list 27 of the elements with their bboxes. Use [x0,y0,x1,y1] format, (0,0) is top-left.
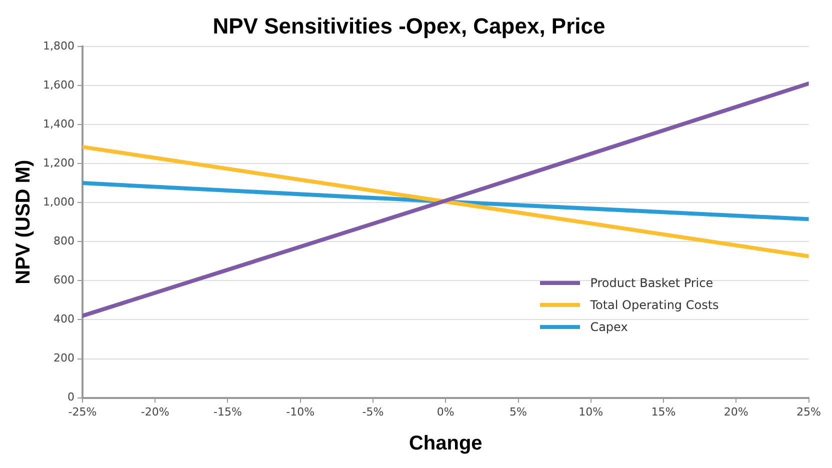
x-tick-label: -5% [362,405,384,418]
x-axis-title: Change [408,432,482,455]
chart-title: NPV Sensitivities -Opex, Capex, Price [212,13,606,38]
x-tick-label: -25% [68,405,97,418]
x-tick-label: 0% [436,405,454,418]
x-tick-label: 10% [578,405,604,418]
x-tick-label: 25% [796,405,821,418]
y-tick-label: 1,400 [42,117,74,130]
y-axis-title: NPV (USD M) [12,160,35,284]
x-tick-label: 5% [510,405,527,418]
legend-label: Total Operating Costs [590,298,719,312]
y-tick-label: 600 [53,274,74,287]
legend-label: Capex [590,320,628,334]
legend-label: Product Basket Price [590,276,714,290]
y-tick-label: 1,000 [42,195,74,208]
y-tick-label: 400 [53,312,74,326]
y-tick-label: 800 [53,234,74,248]
y-tick-label: 1,200 [42,156,74,170]
x-tick-label: -10% [286,405,315,418]
x-tick-label: 20% [724,405,748,418]
x-tick-label: 15% [651,405,676,418]
y-tick-label: 0 [67,390,74,404]
y-tick-label: 200 [53,352,74,365]
x-tick-label: -15% [214,405,242,418]
y-tick-label: 1,600 [42,78,74,92]
x-tick-label: -20% [140,405,170,418]
y-tick-label: 1,800 [42,39,74,52]
